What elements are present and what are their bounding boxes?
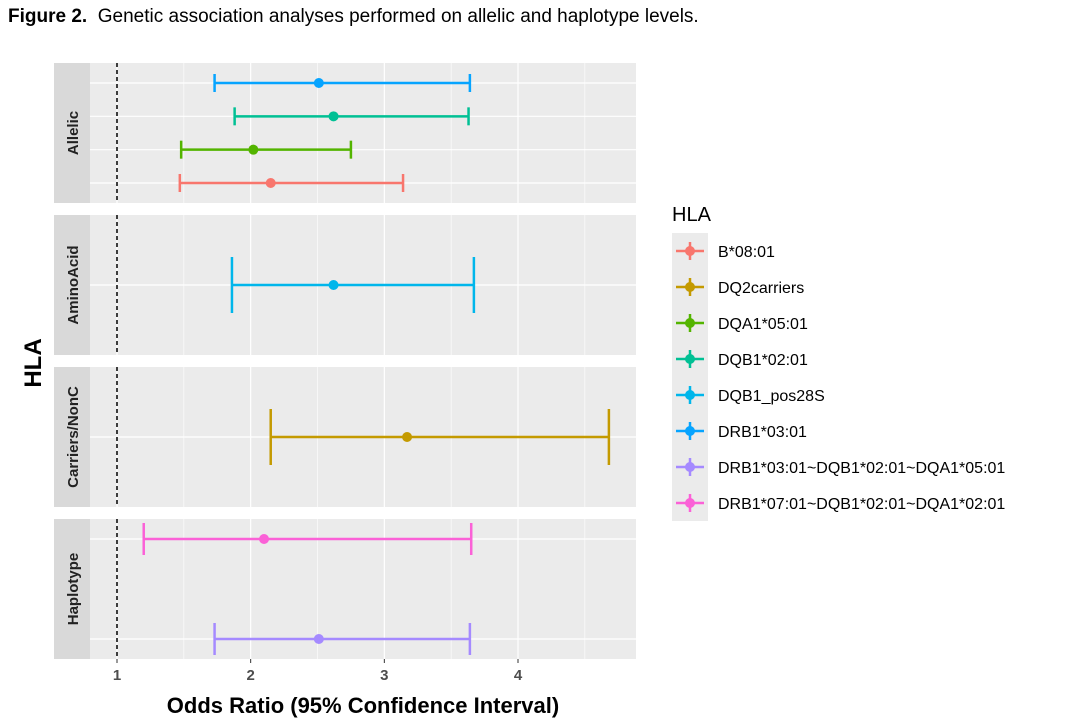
- y-axis-title: HLA: [20, 338, 47, 387]
- point-estimate: [265, 178, 276, 188]
- facet-strip: [54, 367, 90, 507]
- x-tick-label: 2: [246, 667, 254, 684]
- x-tick-label: 1: [113, 667, 121, 684]
- facet-strip-label: AminoAcid: [65, 245, 82, 324]
- legend-key-point: [685, 390, 695, 400]
- figure-caption-label: Figure 2.: [8, 6, 88, 27]
- point-estimate: [402, 432, 413, 442]
- legend-key-point: [685, 462, 695, 472]
- x-tick-label: 4: [514, 667, 523, 684]
- facet-strip-label: Allelic: [65, 111, 82, 155]
- facet-strip-label: Haplotype: [65, 553, 82, 626]
- legend-label: DQB1*02:01: [718, 352, 808, 369]
- legend-key-point: [685, 498, 695, 508]
- point-estimate: [328, 280, 339, 290]
- facet-strip: [54, 63, 90, 203]
- legend-label: DQA1*05:01: [718, 316, 808, 333]
- facet-panel: [90, 519, 636, 659]
- legend-label: DRB1*03:01~DQB1*02:01~DQA1*05:01: [718, 460, 1005, 477]
- legend-key-point: [685, 282, 695, 292]
- x-tick-label: 3: [380, 667, 388, 684]
- point-estimate: [313, 78, 324, 88]
- legend-label: DQ2carriers: [718, 280, 804, 297]
- point-estimate: [313, 634, 324, 644]
- point-estimate: [259, 534, 270, 544]
- point-estimate: [328, 111, 339, 122]
- legend-key-point: [685, 246, 695, 256]
- facet-strip: [54, 215, 90, 355]
- figure-caption-text: Genetic association analyses performed o…: [97, 6, 699, 27]
- facet-strip: [54, 519, 90, 659]
- point-estimate: [248, 144, 259, 155]
- x-axis-title: Odds Ratio (95% Confidence Interval): [167, 693, 559, 718]
- legend-key-point: [685, 354, 695, 364]
- facet-strip-label: Carriers/NonC: [65, 386, 82, 488]
- legend-label: DQB1_pos28S: [718, 388, 825, 405]
- figure-caption: Figure 2. Genetic association analyses p…: [8, 6, 699, 28]
- legend-title: HLA: [672, 204, 712, 226]
- legend-label: B*08:01: [718, 244, 775, 261]
- legend-label: DRB1*03:01: [718, 424, 807, 441]
- legend-label: DRB1*07:01~DQB1*02:01~DQA1*02:01: [718, 496, 1005, 513]
- legend-key-point: [685, 426, 695, 436]
- legend-key-point: [685, 318, 695, 328]
